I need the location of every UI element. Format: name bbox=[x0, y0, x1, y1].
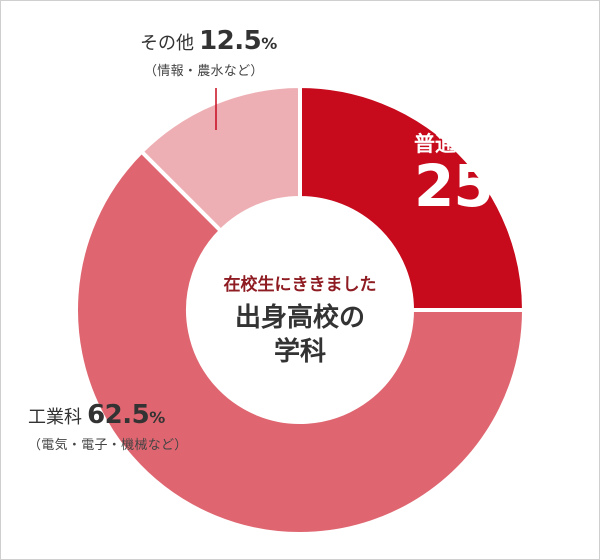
slice-name-general: 普通科 bbox=[414, 132, 477, 156]
donut-slice-general bbox=[298, 83, 527, 312]
slice-name-other: その他 bbox=[140, 33, 194, 54]
slice-value-other: 12.5 bbox=[199, 26, 262, 56]
slice-label-industrial: 工業科 62.5% （電気・電子・機械など） bbox=[28, 400, 188, 453]
chart-subtitle: 在校生にききました bbox=[223, 275, 377, 295]
percent-unit: % bbox=[261, 34, 278, 53]
slice-note-industrial: （電気・電子・機械など） bbox=[28, 438, 188, 453]
slice-value-general: 25.0 bbox=[414, 152, 554, 220]
donut-slice-industrial bbox=[74, 148, 527, 536]
center-caption: 在校生にききました 出身高校の 学科 bbox=[200, 270, 400, 369]
slice-label-other: その他 12.5% （情報・農水など） bbox=[140, 26, 277, 79]
slice-name-industrial: 工業科 bbox=[28, 407, 82, 428]
slice-label-general: 普通科 25.0% bbox=[414, 128, 575, 220]
percent-unit: % bbox=[149, 408, 166, 427]
chart-title: 出身高校の 学科 bbox=[234, 303, 365, 367]
slice-value-industrial: 62.5 bbox=[87, 400, 150, 430]
percent-unit: % bbox=[553, 187, 576, 212]
donut-slice-other bbox=[138, 83, 302, 234]
slice-note-other: （情報・農水など） bbox=[144, 64, 264, 79]
